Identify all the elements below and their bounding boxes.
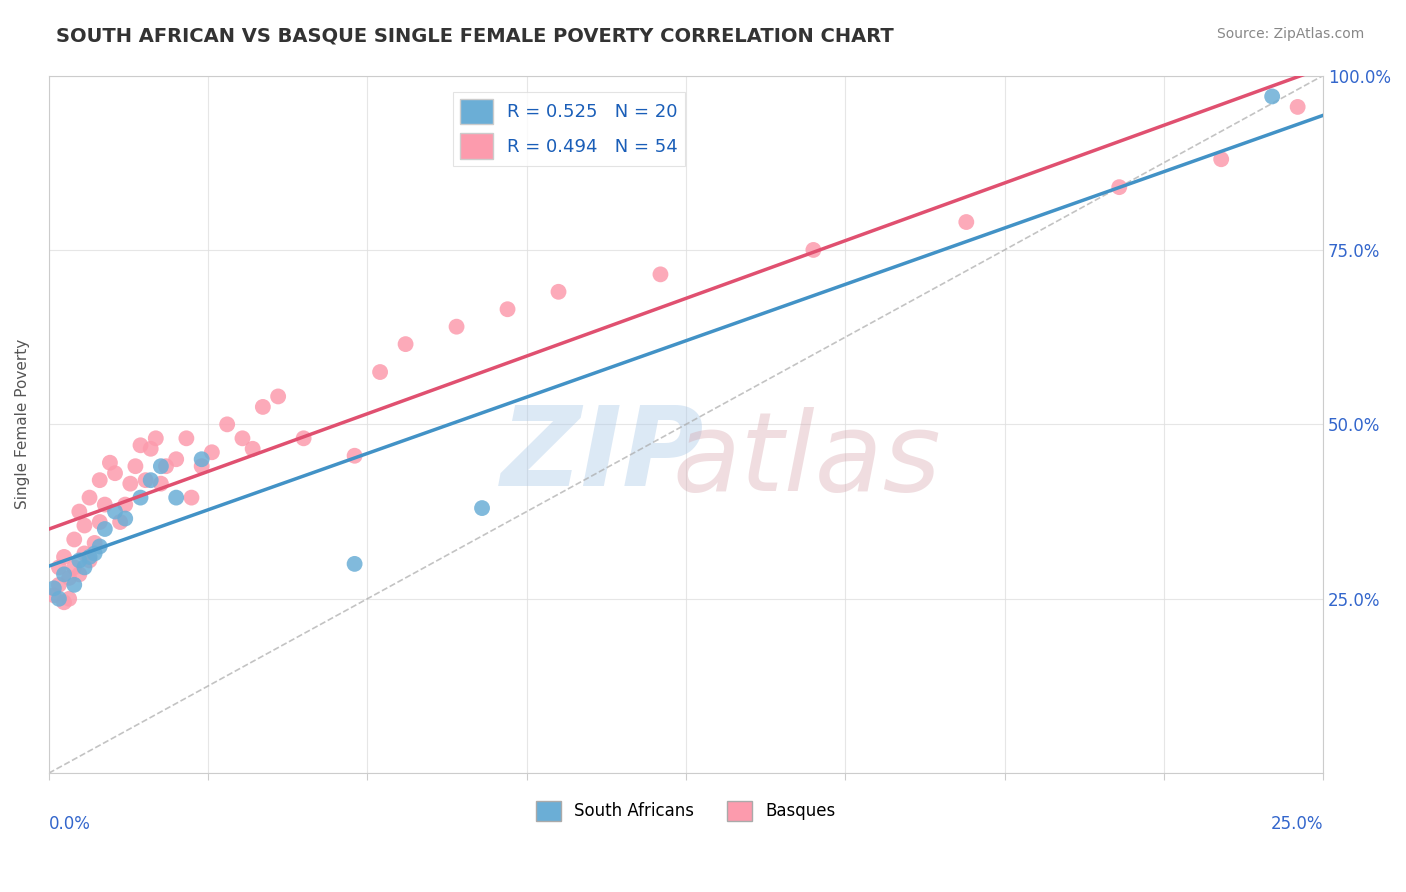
Point [149, 459, 172, 474]
Point [79, 553, 101, 567]
Text: Source: ZipAtlas.com: Source: ZipAtlas.com [1216, 27, 1364, 41]
Point [63, 578, 86, 592]
Point [79, 549, 101, 564]
Point [114, 511, 136, 525]
Point [343, 557, 366, 571]
Point [67, 553, 90, 567]
Point [1108, 180, 1130, 194]
Text: 0.0%: 0.0% [49, 815, 90, 833]
Point [145, 431, 167, 445]
Point [180, 491, 202, 505]
Point [803, 243, 825, 257]
Point [190, 452, 212, 467]
Point [129, 491, 152, 505]
Point [73, 518, 96, 533]
Point [201, 445, 224, 459]
Point [53, 567, 76, 582]
Point [114, 498, 136, 512]
Point [368, 365, 391, 379]
Point [165, 452, 187, 467]
Point [42, 582, 65, 596]
Text: ZIP: ZIP [502, 402, 704, 509]
Point [108, 515, 131, 529]
Point [955, 215, 977, 229]
Point [42, 588, 65, 602]
Point [165, 491, 187, 505]
Point [252, 400, 274, 414]
Point [67, 505, 90, 519]
Text: atlas: atlas [672, 407, 942, 514]
Point [48, 560, 70, 574]
Point [231, 431, 253, 445]
Point [217, 417, 239, 432]
Point [89, 540, 111, 554]
Point [446, 319, 468, 334]
Point [89, 473, 111, 487]
Point [63, 533, 86, 547]
Point [48, 578, 70, 592]
Point [139, 442, 162, 456]
Point [53, 549, 76, 564]
Point [176, 431, 198, 445]
Point [53, 595, 76, 609]
Point [73, 546, 96, 560]
Point [139, 473, 162, 487]
Point [120, 476, 142, 491]
Point [83, 546, 105, 560]
Legend: R = 0.525   N = 20, R = 0.494   N = 54: R = 0.525 N = 20, R = 0.494 N = 54 [453, 92, 685, 166]
Point [48, 591, 70, 606]
Text: 25.0%: 25.0% [1271, 815, 1323, 833]
Point [650, 268, 672, 282]
Point [149, 476, 172, 491]
Point [343, 449, 366, 463]
Point [98, 456, 121, 470]
Point [124, 459, 146, 474]
Point [547, 285, 569, 299]
Point [1261, 89, 1284, 103]
Point [1286, 100, 1309, 114]
Point [58, 591, 80, 606]
Y-axis label: Single Female Poverty: Single Female Poverty [15, 339, 30, 509]
Point [267, 389, 290, 403]
Point [496, 302, 519, 317]
Point [135, 473, 157, 487]
Point [79, 491, 101, 505]
Point [1211, 153, 1233, 167]
Point [94, 522, 117, 536]
Point [471, 501, 494, 516]
Point [58, 571, 80, 585]
Point [292, 431, 315, 445]
Text: SOUTH AFRICAN VS BASQUE SINGLE FEMALE POVERTY CORRELATION CHART: SOUTH AFRICAN VS BASQUE SINGLE FEMALE PO… [56, 27, 894, 45]
Point [104, 505, 127, 519]
Point [67, 567, 90, 582]
Point [394, 337, 416, 351]
Point [73, 560, 96, 574]
Point [155, 459, 177, 474]
Point [94, 498, 117, 512]
Point [63, 560, 86, 574]
Point [242, 442, 264, 456]
Point [89, 515, 111, 529]
Point [129, 438, 152, 452]
Point [83, 536, 105, 550]
Point [104, 466, 127, 480]
Point [190, 459, 212, 474]
